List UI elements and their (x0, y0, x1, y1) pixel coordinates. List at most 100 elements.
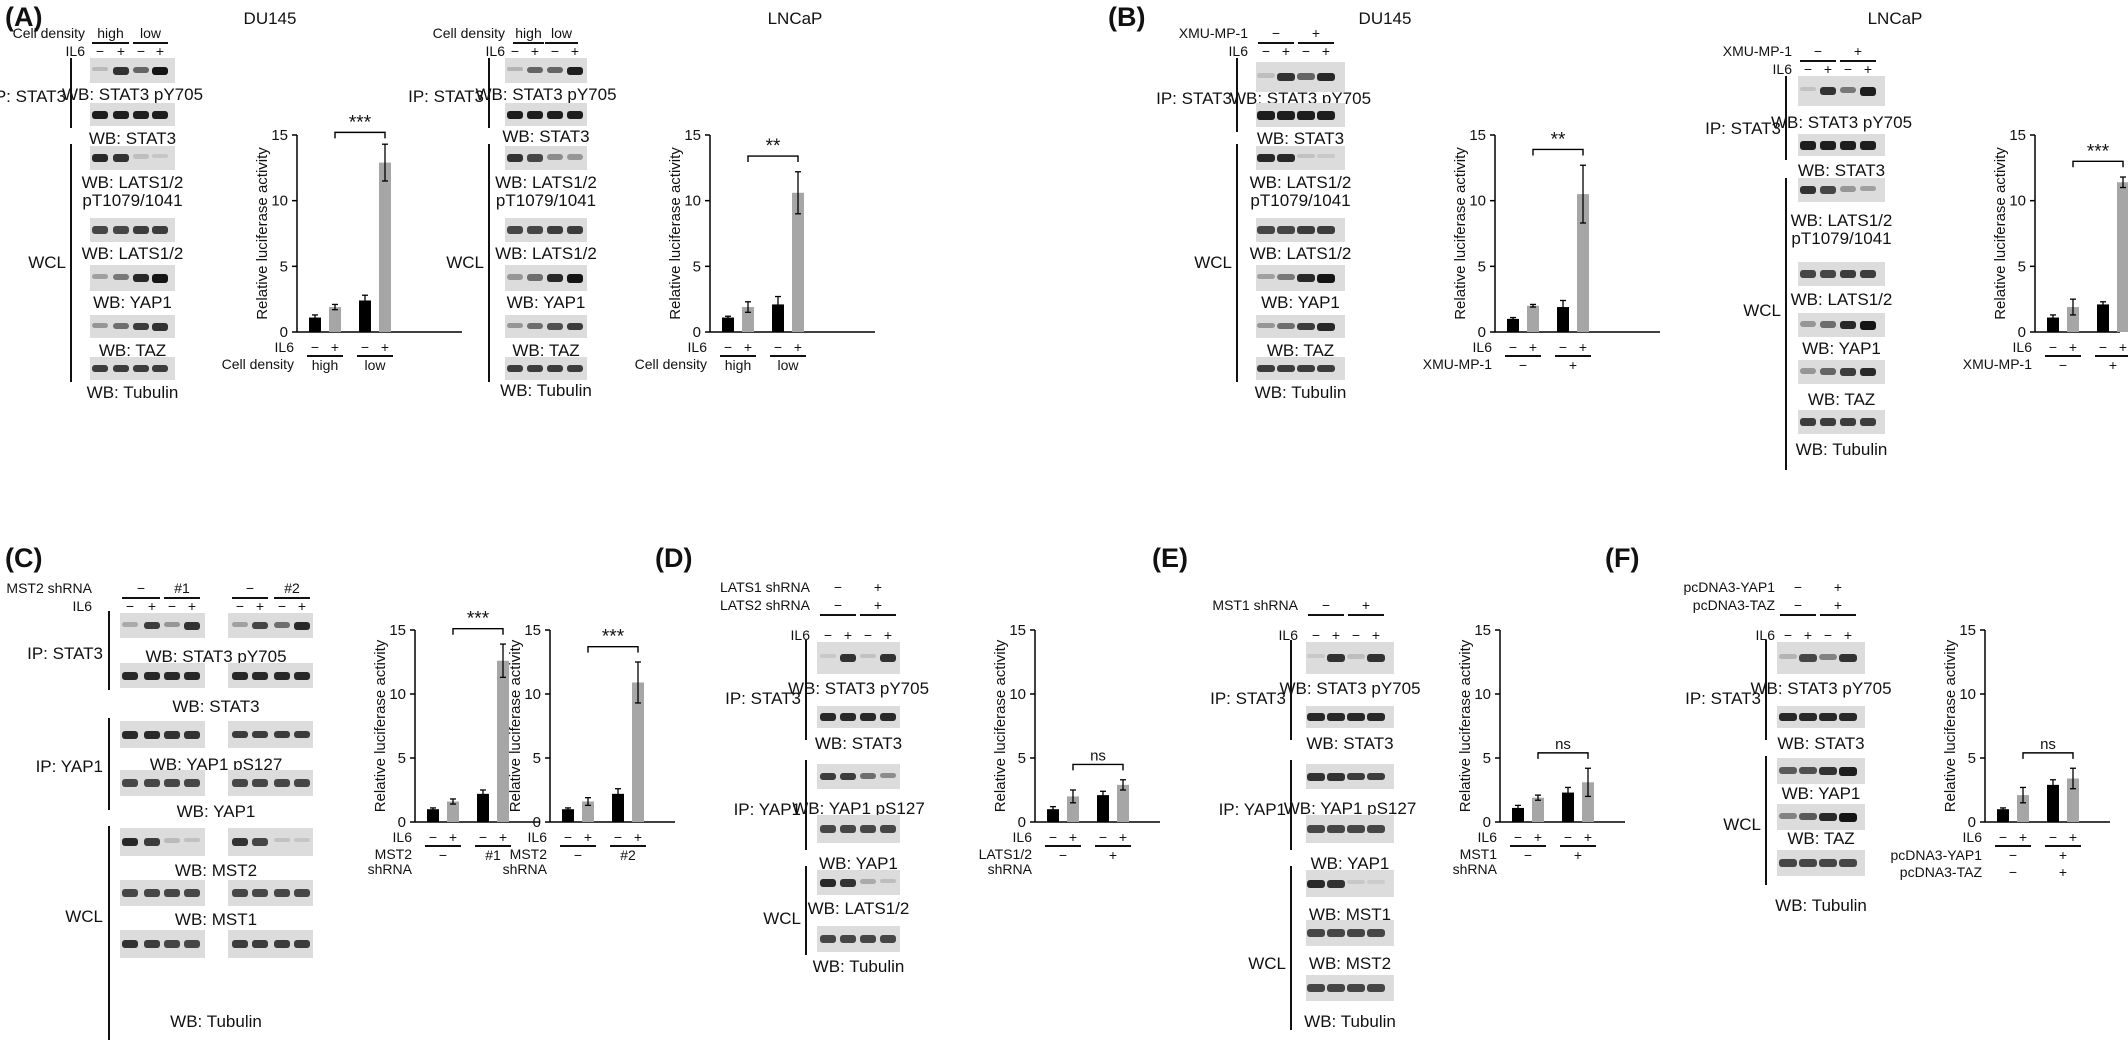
bracket-line (488, 58, 490, 128)
il6-label: IL6 (274, 339, 294, 355)
blot-band (121, 940, 139, 948)
condition-mark: + (1853, 43, 1863, 59)
blot-band (1779, 713, 1797, 722)
blot-band (1317, 73, 1335, 82)
blot-band (1307, 879, 1325, 888)
blot-band (121, 779, 139, 787)
blot-band (1317, 364, 1335, 373)
blot-label: pT1079/1041 (1791, 229, 1892, 248)
group-rule (1995, 845, 2031, 847)
blot-band (1839, 186, 1857, 192)
bar (447, 801, 459, 822)
section-label: IP: STAT3 (725, 689, 801, 708)
blot-band (1307, 825, 1325, 833)
bar (1562, 792, 1574, 822)
blot-label: pT1079/1041 (495, 191, 597, 210)
blot-band (839, 713, 857, 722)
il6-mark: − (1311, 627, 1321, 643)
il6-mark: + (1803, 627, 1813, 643)
blot-band (183, 889, 201, 897)
blot-band (151, 364, 169, 373)
blot-band (251, 671, 269, 680)
group-rule (164, 597, 200, 599)
blot-band (1859, 418, 1877, 426)
blot-label: WB: TAZ (1787, 829, 1855, 848)
blot-band (507, 274, 523, 280)
blot-band (879, 654, 897, 662)
blot-band (567, 274, 583, 283)
significance-label: ns (2040, 736, 2056, 753)
bracket-line (805, 760, 807, 850)
il6-mark: − (478, 829, 488, 845)
blot-band (183, 838, 201, 843)
bracket-line (108, 826, 110, 1040)
il6-mark: − (773, 339, 783, 355)
y-axis-label: Relative luciferase activity (254, 147, 271, 320)
blot-band (91, 364, 109, 373)
blot-band (819, 772, 837, 781)
blot-band (1799, 321, 1817, 327)
bar (1997, 809, 2009, 822)
blot-band (183, 671, 201, 680)
blot-band (859, 772, 877, 779)
blot-band (879, 825, 897, 833)
group-label: − (245, 580, 255, 596)
il6-mark: − (1823, 627, 1833, 643)
blot-image (817, 926, 900, 952)
blot-label: WB: TAZ (512, 341, 580, 360)
blot-band (1257, 73, 1275, 78)
blot-label: WB: STAT3 pY705 (787, 679, 930, 698)
blot-label: WB: STAT3 (1256, 129, 1345, 148)
il6-mark: + (297, 598, 307, 614)
blot-band (839, 772, 857, 781)
y-tick-label: 0 (1483, 814, 1491, 831)
condition-mark: − (833, 579, 843, 595)
il6-label: IL6 (687, 339, 707, 355)
il6-mark: − (2098, 339, 2108, 355)
blot-band (293, 671, 311, 680)
significance-label: ** (1551, 129, 1566, 150)
condition-label: Cell density (634, 356, 707, 372)
blot-band (1367, 713, 1385, 722)
section-label: IP: YAP1 (733, 800, 801, 819)
y-axis-label: Relative luciferase activity (667, 147, 684, 320)
blot-image (120, 828, 205, 856)
bar (1577, 194, 1589, 332)
il6-label: IL6 (1228, 43, 1248, 59)
bracket-line (1236, 58, 1238, 132)
blot-band (1367, 879, 1385, 884)
blot-band (527, 226, 543, 234)
il6-mark: − (1261, 43, 1271, 59)
group-rule (2045, 845, 2081, 847)
blot-band (1819, 141, 1837, 150)
blot-image (90, 315, 175, 338)
il6-mark: − (723, 339, 733, 355)
blot-image (1798, 360, 1885, 384)
significance-label: *** (467, 609, 490, 630)
il6-mark: + (1331, 627, 1341, 643)
il6-mark: − (1783, 627, 1793, 643)
blot-label: WB: MST1 (174, 910, 258, 929)
il6-mark: + (1528, 339, 1538, 355)
il6-mark: − (1843, 61, 1853, 77)
blot-band (819, 878, 837, 887)
blot-label: pT1079/1041 (1250, 191, 1351, 210)
panel-label-D: (D) (655, 543, 693, 573)
blot-band (1839, 713, 1857, 722)
condition-label: pcDNA3-TAZ (1899, 864, 1982, 880)
blot-band (112, 66, 130, 75)
il6-label: IL6 (65, 43, 85, 59)
bracket-line (1785, 178, 1787, 470)
panel-title: DU145 (243, 9, 297, 28)
blot-band (91, 226, 109, 234)
y-tick-label: 5 (1968, 750, 1976, 767)
blot-band (132, 110, 150, 119)
blot-band (251, 779, 269, 787)
blot-image (1256, 218, 1345, 242)
condition-label: LATS1/2 (978, 846, 1032, 862)
il6-mark: + (448, 829, 458, 845)
blot-band (819, 654, 837, 659)
blot-band (121, 838, 139, 847)
